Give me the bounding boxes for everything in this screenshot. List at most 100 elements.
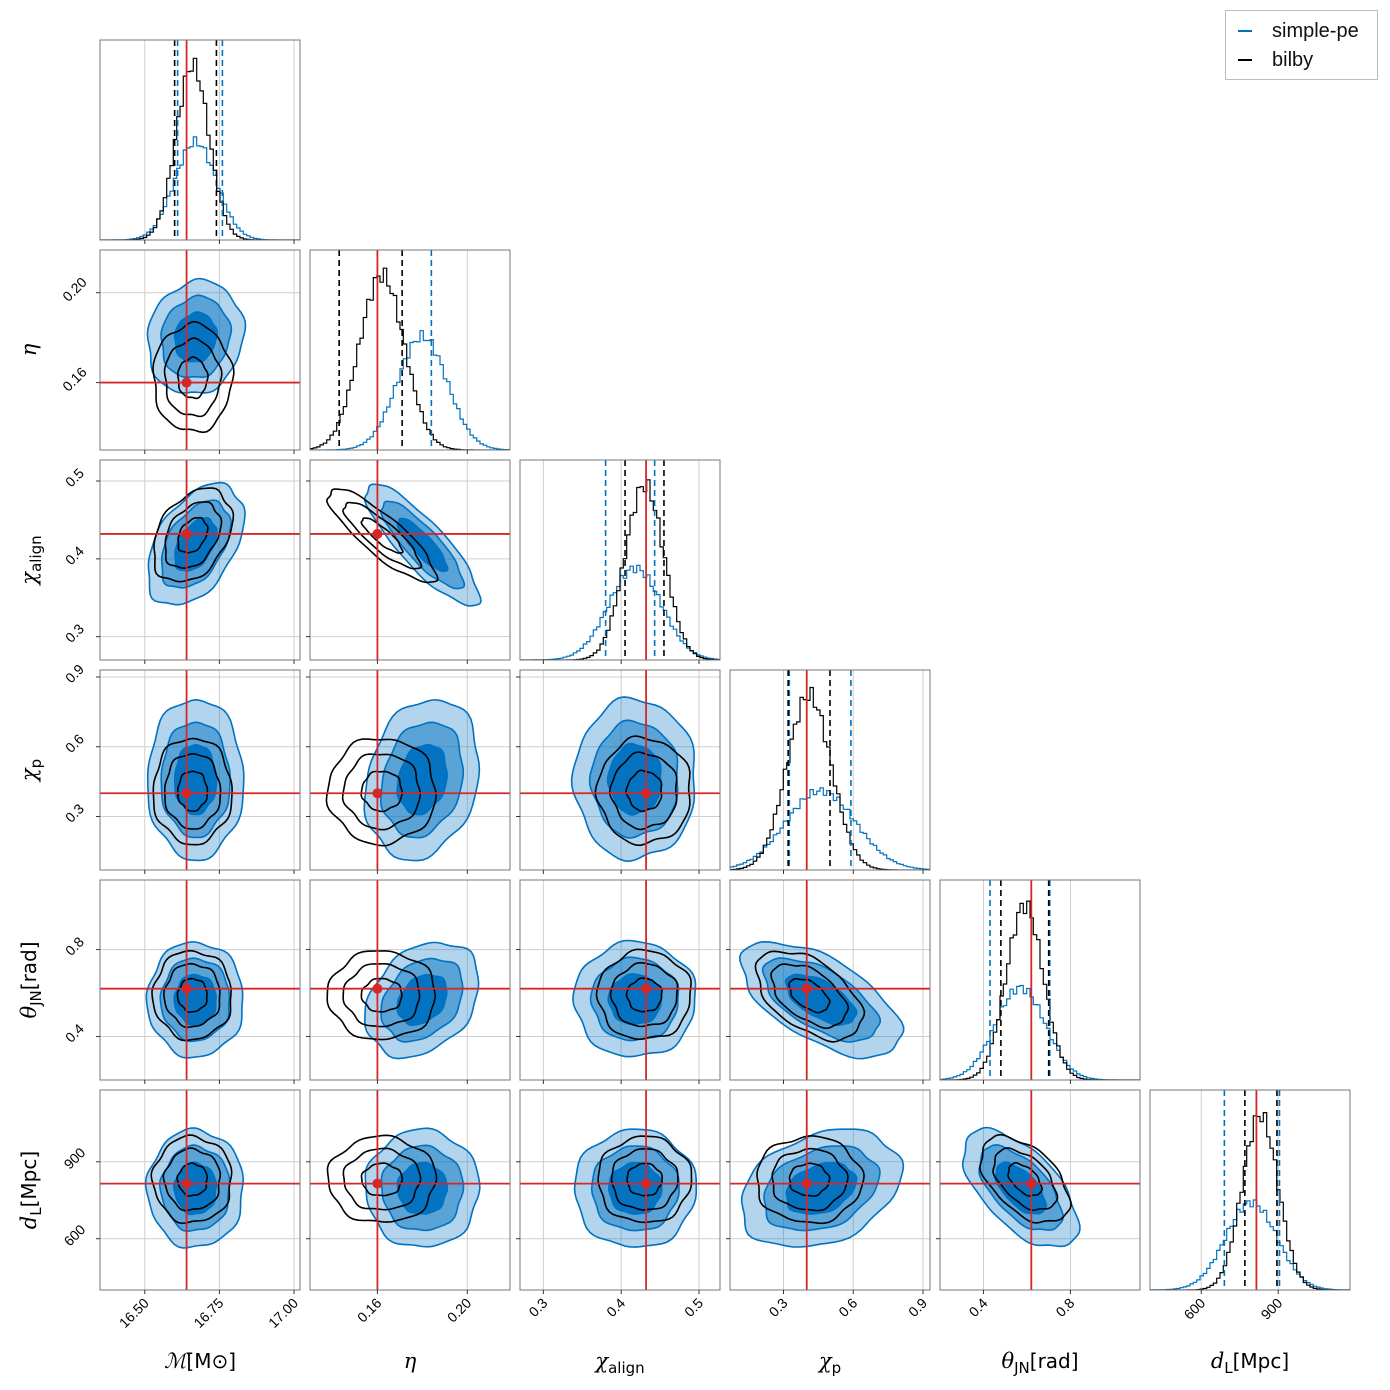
axis-label-y-chi_p: χp xyxy=(17,759,45,783)
contour-bilby-2 xyxy=(162,1147,222,1212)
contour-bilby-1 xyxy=(150,1134,233,1225)
injection-marker xyxy=(181,983,192,994)
panel-frame xyxy=(939,1089,1141,1291)
injection-marker xyxy=(641,788,652,799)
panel-d_l-vs-mc xyxy=(96,1089,301,1294)
panel-chi_p-vs-mc xyxy=(96,669,301,874)
panel-content xyxy=(520,1090,720,1290)
panel-frame xyxy=(309,249,511,451)
axis-label-x-theta_jn: θJN[rad] xyxy=(1001,1349,1078,1377)
contour-bilby-2 xyxy=(163,962,221,1029)
tick-label-chi_align: 0.3 xyxy=(62,620,87,645)
contour-bilby-3 xyxy=(788,977,831,1014)
injection-marker xyxy=(641,983,652,994)
panel-content xyxy=(730,670,930,870)
contour-bilby-1 xyxy=(326,950,437,1041)
tick-label-d_l: 900 xyxy=(1257,1295,1285,1323)
contour-bilby-3 xyxy=(360,1162,404,1197)
contour-bilby-1 xyxy=(595,948,692,1041)
legend-label-bilby: bilby xyxy=(1272,48,1314,71)
axis-label-x-mc: ℳ[M⊙] xyxy=(164,1349,236,1373)
axis-label-y-eta: η xyxy=(17,343,41,356)
tick-label-eta: 0.20 xyxy=(444,1295,475,1326)
injection-marker xyxy=(372,528,383,539)
panel-frame xyxy=(519,459,721,661)
panel-content xyxy=(520,880,720,1080)
tick-label-chi_p: 0.6 xyxy=(835,1295,860,1320)
panel-theta_jn-vs-chi_align xyxy=(516,879,721,1084)
panel-frame xyxy=(309,879,511,1081)
contour-bilby-1 xyxy=(756,1135,865,1225)
panel-content xyxy=(940,1090,1140,1290)
legend-entry-simple-pe: simple-pe xyxy=(1238,18,1359,44)
panel-frame xyxy=(99,249,301,451)
panel-frame xyxy=(99,669,301,871)
panel-theta_jn-vs-mc xyxy=(96,879,301,1084)
panel-theta_jn-vs-chi_p xyxy=(726,879,931,1084)
panel-content xyxy=(520,460,720,660)
contour-bilby-3 xyxy=(176,977,208,1014)
panel-chi_p-vs-eta xyxy=(306,669,511,874)
histogram-simple-pe xyxy=(310,330,510,450)
injection-marker xyxy=(801,1178,812,1189)
panel-frame xyxy=(99,459,301,661)
tick-label-theta_jn: 0.8 xyxy=(1052,1295,1077,1320)
histogram-simple-pe xyxy=(520,564,720,660)
axis-label-x-chi_align: χalign xyxy=(593,1349,644,1377)
contour-bilby-3 xyxy=(176,1162,209,1197)
contour-bilby-3 xyxy=(625,769,663,813)
contour-bilby-3 xyxy=(177,516,209,554)
contour-bilby-3 xyxy=(360,517,404,554)
panel-d_l-vs-d_l xyxy=(1149,1089,1351,1294)
tick-label-chi_p: 0.9 xyxy=(905,1295,930,1320)
panel-d_l-vs-chi_p xyxy=(726,1089,931,1294)
contour-bilby-1 xyxy=(153,487,235,583)
axis-label-y-theta_jn: θJN[rad] xyxy=(17,941,45,1018)
tick-label-chi_p: 0.3 xyxy=(766,1295,791,1320)
tick-label-eta: 0.20 xyxy=(59,274,90,305)
contour-bilby-2 xyxy=(770,963,850,1030)
panel-content xyxy=(100,880,300,1080)
legend-entry-bilby: bilby xyxy=(1238,47,1313,73)
axis-label-x-d_l: dL[Mpc] xyxy=(1211,1349,1289,1377)
panel-chi_p-vs-chi_align xyxy=(516,669,721,874)
histogram-simple-pe xyxy=(940,984,1140,1080)
injection-marker xyxy=(372,788,383,799)
panel-theta_jn-vs-theta_jn xyxy=(939,879,1141,1084)
histogram-bilby xyxy=(520,479,720,660)
tick-label-chi_align: 0.5 xyxy=(681,1295,706,1320)
panel-frame xyxy=(99,879,301,1081)
panel-chi_align-vs-chi_align xyxy=(519,459,721,664)
tick-label-chi_p: 0.3 xyxy=(62,800,87,825)
panel-content xyxy=(730,1090,930,1290)
tick-label-chi_align: 0.4 xyxy=(62,543,87,568)
panel-mc-vs-mc xyxy=(99,39,301,244)
contour-bilby-1 xyxy=(326,1134,438,1223)
panel-content xyxy=(100,460,300,660)
contour-bilby-2 xyxy=(342,1147,422,1211)
tick-label-chi_align: 0.4 xyxy=(603,1295,628,1320)
tick-label-theta_jn: 0.4 xyxy=(966,1295,991,1320)
injection-marker xyxy=(641,1178,652,1189)
tick-label-mc: 16.50 xyxy=(116,1295,152,1331)
contour-bilby-2 xyxy=(771,1147,849,1212)
histogram-bilby xyxy=(730,686,930,870)
panel-d_l-vs-theta_jn xyxy=(936,1089,1141,1294)
injection-marker xyxy=(181,377,192,388)
legend: simple-pe bilby xyxy=(1225,10,1378,80)
injection-marker xyxy=(181,788,192,799)
panel-content xyxy=(310,460,510,660)
contour-bilby-2 xyxy=(164,501,223,570)
tick-label-chi_align: 0.5 xyxy=(62,465,87,490)
injection-marker xyxy=(181,1178,192,1189)
panel-content xyxy=(100,1090,300,1290)
panel-frame xyxy=(99,39,301,241)
panel-theta_jn-vs-eta xyxy=(306,879,511,1084)
contour-bilby-2 xyxy=(992,1147,1059,1212)
panel-frame xyxy=(729,1089,931,1291)
panel-content xyxy=(310,1090,510,1290)
panel-content xyxy=(100,250,300,450)
panel-frame xyxy=(939,879,1141,1081)
panel-chi_align-vs-eta xyxy=(306,459,511,664)
